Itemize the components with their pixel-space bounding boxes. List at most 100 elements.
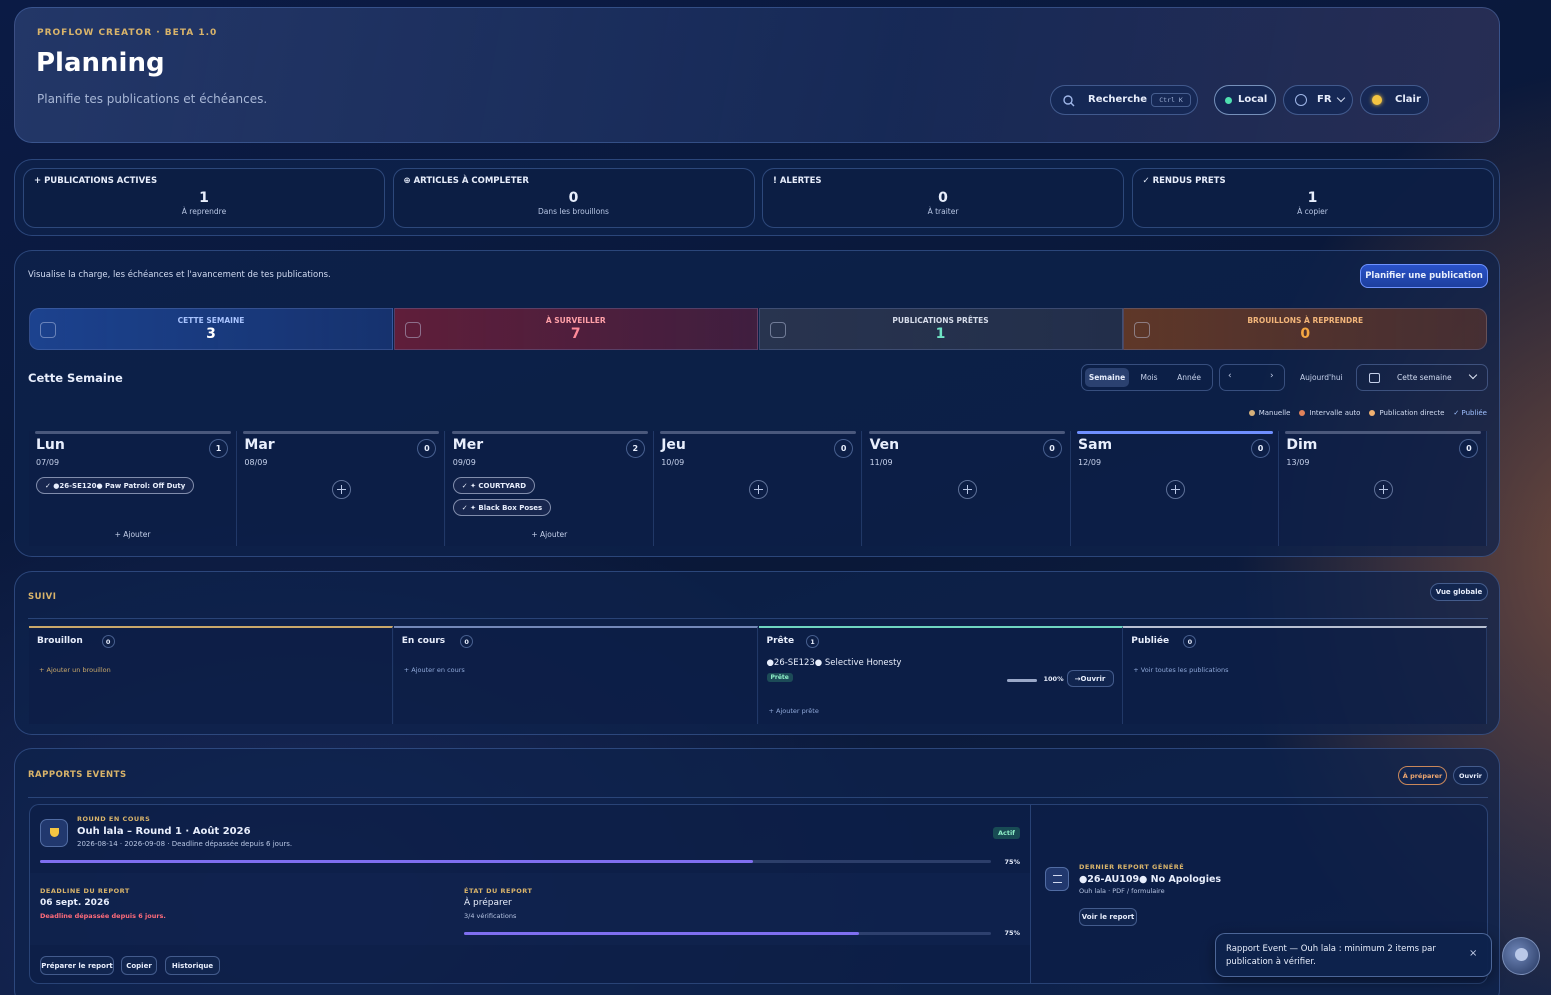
stat-note: À traiter <box>927 207 959 216</box>
prev[interactable]: ‹ <box>1228 371 1232 381</box>
kanban-column: Publiée 0 + Voir toutes les publications <box>1123 626 1488 724</box>
stat-value: 0 <box>938 190 948 206</box>
tile-icon <box>1134 322 1151 338</box>
trophy <box>50 828 59 837</box>
day-count: 0 <box>834 439 854 458</box>
planning-card: Visualise la charge, les échéances et l'… <box>14 250 1500 557</box>
day-topbar <box>35 431 231 434</box>
kanban-column: Brouillon 0 + Ajouter un brouillon <box>29 626 393 724</box>
header-card: PROFLOW CREATOR · BETA 1.0 Planning Planif… <box>14 7 1500 143</box>
theme-button[interactable]: Clair <box>1360 85 1429 115</box>
view-option[interactable]: Mois <box>1140 373 1158 382</box>
add-link[interactable]: + Ajouter un brouillon <box>39 666 111 674</box>
add-circle[interactable] <box>1166 480 1185 499</box>
column-count: 0 <box>1183 635 1197 648</box>
publication-chip[interactable]: ✓ ●26-SE120● Paw Patrol: Off Duty <box>36 477 195 494</box>
tile-icon <box>404 322 421 338</box>
tile-label: BROUILLONS À REPRENDRE <box>1247 316 1364 325</box>
action-button[interactable]: Historique <box>165 956 220 975</box>
day-column: Mer 09/09 2 ✓ ✦ COURTYARD ✓ ✦ Black Box Pose… <box>445 431 654 546</box>
action-button[interactable]: Copier <box>121 956 157 975</box>
deadline-label: DEADLINE DU REPORT <box>40 887 130 895</box>
view-option[interactable]: Année <box>1177 373 1201 382</box>
column-name: Brouillon <box>37 636 83 646</box>
day-count: 0 <box>1459 439 1479 458</box>
state-checks: 3/4 vérifications <box>464 912 517 920</box>
search-button[interactable]: Recherche Ctrl K <box>1050 85 1198 115</box>
stat-box: ! ALERTES 0 À traiter <box>762 168 1124 228</box>
mode-button[interactable]: Local <box>1214 85 1276 115</box>
stat-note: À reprendre <box>181 207 227 216</box>
search-icon <box>1063 95 1075 107</box>
day-name: Ven <box>869 437 900 453</box>
round-title: Ouh lala – Round 1 · Août 2026 <box>77 826 251 837</box>
add-link[interactable]: + Ajouter en cours <box>403 666 465 674</box>
legend-label: Intervalle auto <box>1309 409 1361 417</box>
add-link[interactable]: + Ajouter prête <box>768 707 819 715</box>
week-heading: Cette Semaine <box>28 371 123 385</box>
day-date: 12/09 <box>1078 458 1102 467</box>
column-name: En cours <box>401 636 446 646</box>
plus-icon <box>337 485 347 494</box>
publication-chip[interactable]: ✓ ✦ Black Box Poses <box>452 499 552 516</box>
progress-fill <box>40 860 754 863</box>
item-title[interactable]: ●26-SE123● Selective Honesty <box>766 658 902 668</box>
view-switch: Semaine Mois Année <box>1081 364 1213 391</box>
action-button[interactable]: Préparer le report <box>40 956 114 975</box>
add-circle[interactable] <box>332 480 352 499</box>
stat-label: ! ALERTES <box>773 176 822 186</box>
pager: ‹ › <box>1219 364 1285 391</box>
publication-chip[interactable]: ✓ ✦ COURTYARD <box>452 477 536 494</box>
day-count: 1 <box>209 439 228 458</box>
next[interactable]: › <box>1270 371 1274 381</box>
status-tag: Prête <box>766 673 793 682</box>
day-name: Mer <box>452 437 484 453</box>
range-select[interactable]: Cette semaine <box>1356 364 1488 391</box>
open-button[interactable]: →Ouvrir <box>1066 670 1114 687</box>
day-topbar <box>451 431 648 434</box>
legend-item: Intervalle auto <box>1299 409 1360 417</box>
day-column: Dim 13/09 0 <box>1279 431 1488 546</box>
assistant-avatar[interactable] <box>1502 937 1540 975</box>
legend-label: ✓ Publiée <box>1453 409 1487 417</box>
today[interactable]: Aujourd'hui <box>1300 373 1343 382</box>
toast-close[interactable]: × <box>1469 948 1478 959</box>
plan-button[interactable]: Planifier une publication <box>1360 264 1488 288</box>
kanban-column: Prête 1 ●26-SE123● Selective Honesty Prête 1… <box>758 626 1123 724</box>
stat-note: À copier <box>1297 207 1328 216</box>
view-option[interactable]: Semaine <box>1085 368 1129 387</box>
add-circle[interactable] <box>957 480 977 499</box>
deadline-warning: Deadline dépassée depuis 6 jours. <box>40 912 166 920</box>
add-circle[interactable] <box>1374 480 1394 499</box>
status-button[interactable]: À préparer <box>1398 766 1447 785</box>
overview-button[interactable]: Vue globale <box>1430 583 1488 601</box>
add-link[interactable]: + Ajouter <box>114 530 151 539</box>
day-name: Mar <box>244 437 275 453</box>
add-link[interactable]: + Ajouter <box>531 530 568 539</box>
section-title: SUIVI <box>28 592 57 602</box>
day-column: Lun 07/09 1 ✓ ●26-SE120● Paw Patrol: Off Du… <box>29 431 237 546</box>
add-circle[interactable] <box>749 480 769 499</box>
legend-item: ✓ Publiée <box>1453 409 1487 417</box>
open-button[interactable]: Ouvrir <box>1453 766 1488 785</box>
stat-box: + PUBLICATIONS ACTIVES 1 À reprendre <box>23 168 385 228</box>
day-column: Ven 11/09 0 <box>862 431 1071 546</box>
range-label: Cette semaine <box>1397 373 1452 382</box>
view-report-button[interactable]: Voir le report <box>1079 908 1137 926</box>
report-glyph <box>1053 875 1062 883</box>
day-column: Mar 08/09 0 <box>237 431 446 546</box>
toast: Rapport Event — Ouh lala : minimum 2 ite… <box>1215 933 1492 977</box>
column-count: 0 <box>101 635 115 648</box>
suivi-card: SUIVI Vue globale Brouillon 0 + Ajouter un b… <box>14 571 1500 735</box>
subtitle: Planifie tes publications et échéances. <box>37 92 268 106</box>
theme-label: Clair <box>1395 94 1421 105</box>
language-button[interactable]: FR <box>1283 85 1353 115</box>
day-column: Sam 12/09 0 <box>1071 431 1279 546</box>
add-link[interactable]: + Voir toutes les publications <box>1133 666 1229 674</box>
deadline-date: 06 sept. 2026 <box>40 898 110 908</box>
last-title: ●26-AU109● No Apologies <box>1079 874 1222 885</box>
stat-value: 1 <box>1307 190 1318 206</box>
tile-icon <box>769 322 786 338</box>
tile-label: À SURVEILLER <box>545 316 606 325</box>
page-title: Planning <box>36 48 165 78</box>
